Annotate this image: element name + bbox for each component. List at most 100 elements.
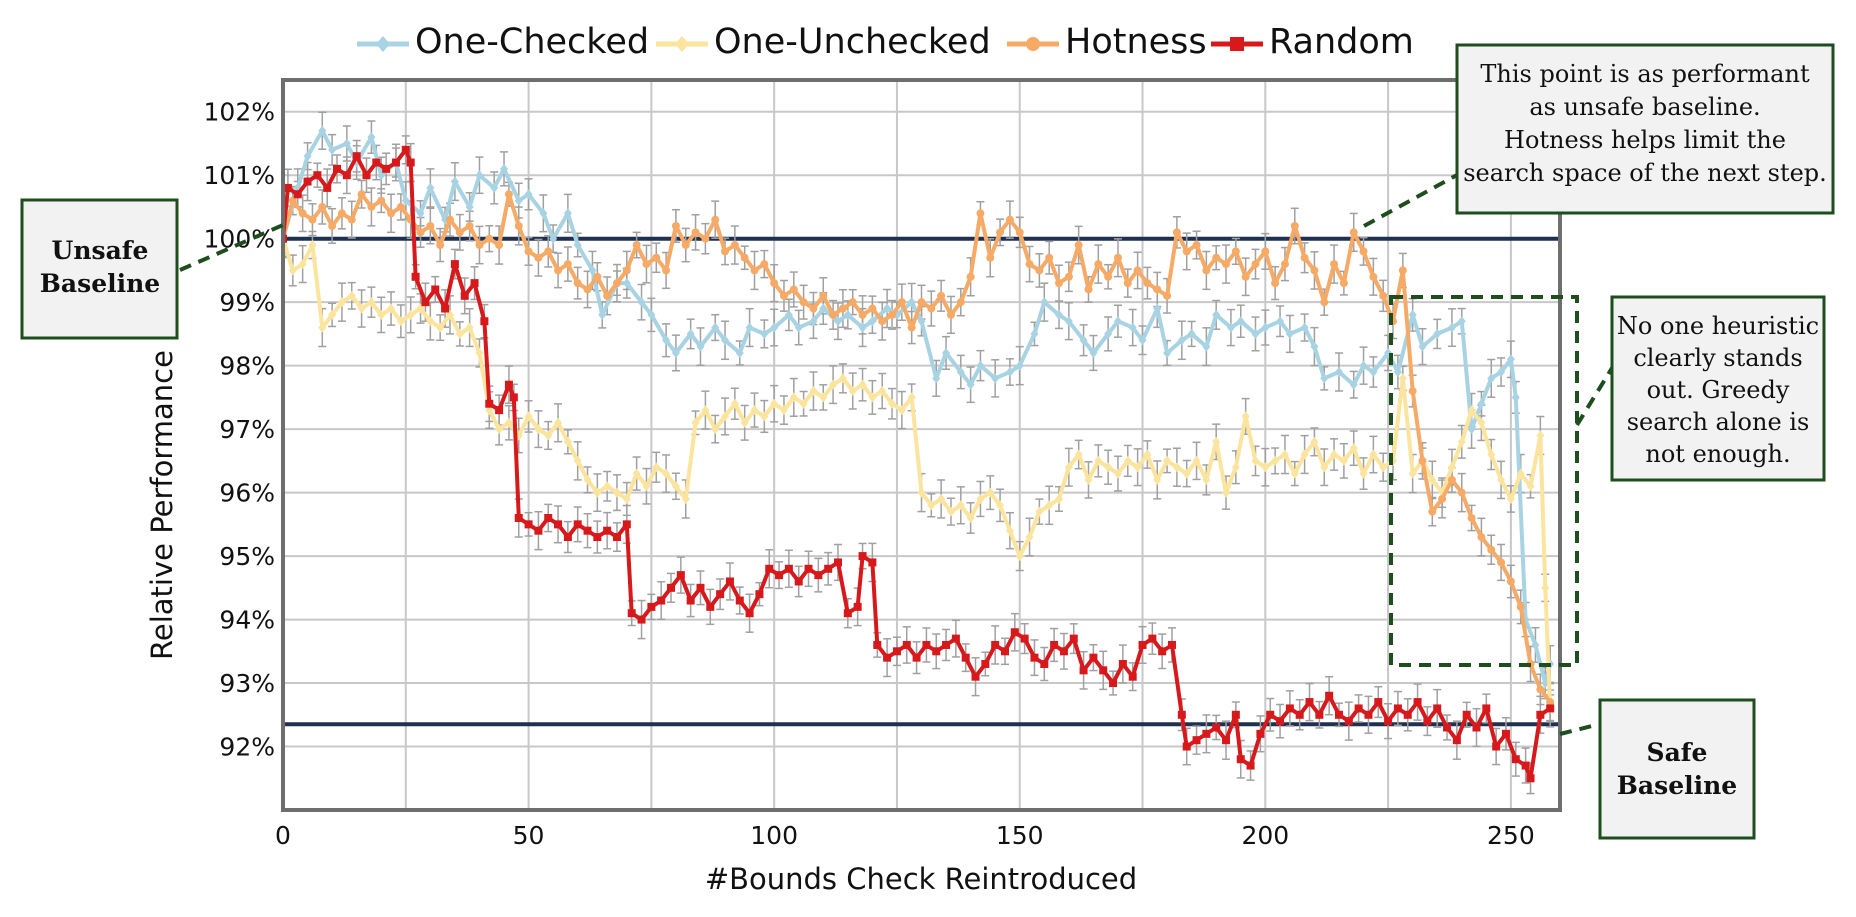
data-point-one-unchecked — [475, 347, 484, 358]
data-point-one-checked — [1457, 316, 1466, 327]
x-tick-label: 100 — [750, 821, 798, 850]
data-point-random — [1099, 666, 1108, 675]
data-point-random — [283, 183, 292, 192]
data-point-random — [1256, 729, 1265, 738]
data-point-random — [352, 152, 361, 161]
data-point-random — [391, 158, 400, 167]
data-point-one-unchecked — [1104, 462, 1113, 473]
data-point-random — [961, 653, 970, 662]
data-point-one-unchecked — [1310, 436, 1319, 447]
data-point-one-unchecked — [622, 493, 631, 504]
data-point-random — [686, 596, 695, 605]
data-point-random — [1246, 761, 1255, 770]
data-point-random — [814, 571, 823, 580]
data-point-one-unchecked — [878, 386, 887, 397]
data-point-one-unchecked — [986, 487, 995, 498]
data-point-one-unchecked — [1516, 468, 1525, 479]
data-point-random — [647, 602, 656, 611]
data-point-random — [593, 533, 602, 542]
legend-marker-hotness — [1026, 37, 1040, 51]
data-point-random — [1167, 640, 1176, 649]
data-point-one-unchecked — [318, 322, 327, 333]
data-point-one-checked — [1236, 316, 1245, 327]
data-point-hotness — [1222, 260, 1231, 269]
data-point-one-unchecked — [917, 487, 926, 498]
data-point-one-unchecked — [1398, 373, 1407, 384]
data-point-one-checked — [1506, 354, 1515, 365]
x-tick-label: 0 — [275, 821, 291, 850]
data-point-one-unchecked — [642, 481, 651, 492]
data-point-hotness — [1447, 475, 1456, 484]
heuristic-note-box — [1610, 295, 1826, 482]
data-point-random — [534, 526, 543, 535]
data-point-one-unchecked — [1222, 487, 1231, 498]
data-point-random — [362, 171, 371, 180]
data-point-hotness — [1349, 228, 1358, 237]
data-point-one-checked — [1079, 335, 1088, 346]
data-point-one-checked — [1251, 328, 1260, 339]
data-point-hotness — [1104, 272, 1113, 281]
unsafe-baseline-box — [20, 198, 179, 340]
data-point-random — [1222, 736, 1231, 745]
heuristic-note-line-1: No one heuristic — [1617, 312, 1819, 340]
data-point-hotness — [485, 234, 494, 243]
data-point-random — [1536, 710, 1545, 719]
data-point-random — [1423, 717, 1432, 726]
data-point-one-unchecked — [927, 500, 936, 511]
data-point-one-unchecked — [868, 392, 877, 403]
data-point-random — [1374, 698, 1383, 707]
data-point-random — [1138, 640, 1147, 649]
data-point-random — [735, 596, 744, 605]
data-point-hotness — [1516, 602, 1525, 611]
data-point-one-checked — [1089, 347, 1098, 358]
data-point-hotness — [1074, 241, 1083, 250]
data-point-random — [765, 564, 774, 573]
y-axis-ticks: 92% 93% 94% 95% 96% 97% 98% 99% 100% 101% 102% — [204, 98, 275, 762]
data-point-hotness — [504, 190, 513, 199]
data-point-random — [1158, 647, 1167, 656]
y-tick-label: 102% — [204, 98, 275, 127]
data-point-one-unchecked — [858, 379, 867, 390]
data-point-hotness — [1143, 279, 1152, 288]
data-point-hotness — [721, 247, 730, 256]
data-point-hotness — [396, 202, 405, 211]
data-point-one-checked — [1477, 398, 1486, 409]
data-point-one-checked — [328, 144, 337, 155]
data-point-random — [883, 653, 892, 662]
x-tick-label: 50 — [513, 821, 545, 850]
data-point-random — [323, 183, 332, 192]
series — [283, 125, 1555, 783]
data-point-random — [1452, 736, 1461, 745]
data-point-one-checked — [843, 309, 852, 320]
data-point-random — [1521, 761, 1530, 770]
data-point-random — [1482, 704, 1491, 713]
data-point-hotness — [878, 317, 887, 326]
data-point-random — [804, 564, 813, 573]
data-point-one-unchecked — [1320, 462, 1329, 473]
data-point-one-unchecked — [406, 309, 415, 320]
data-point-one-checked — [662, 335, 671, 346]
data-point-hotness — [544, 247, 553, 256]
data-point-one-unchecked — [1143, 449, 1152, 460]
data-point-hotness — [750, 266, 759, 275]
data-point-random — [480, 317, 489, 326]
data-point-hotness — [701, 234, 710, 243]
data-point-one-unchecked — [1506, 493, 1515, 504]
y-tick-label: 95% — [219, 542, 275, 571]
data-point-hotness — [1202, 266, 1211, 275]
data-point-hotness — [770, 279, 779, 288]
data-point-hotness — [1408, 387, 1417, 396]
data-point-one-checked — [342, 138, 351, 149]
data-point-one-checked — [1408, 309, 1417, 320]
data-point-hotness — [779, 291, 788, 300]
data-point-one-unchecked — [1487, 449, 1496, 460]
data-point-one-unchecked — [740, 417, 749, 428]
data-point-hotness — [681, 241, 690, 250]
data-point-hotness — [387, 209, 396, 218]
data-point-one-unchecked — [1369, 449, 1378, 460]
data-point-one-unchecked — [288, 265, 297, 276]
data-point-one-checked — [563, 208, 572, 219]
data-point-one-unchecked — [308, 240, 317, 251]
data-point-one-checked — [573, 240, 582, 251]
data-point-one-unchecked — [789, 392, 798, 403]
